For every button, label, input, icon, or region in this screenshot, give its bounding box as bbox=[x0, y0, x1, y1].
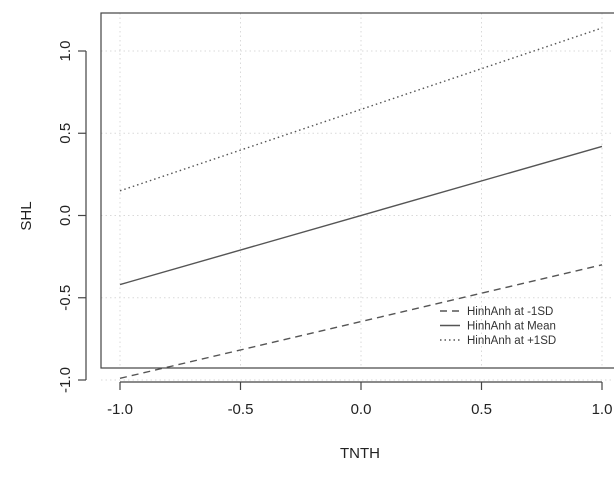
x-axis: -1.0 -0.5 0.0 0.5 1.0 bbox=[107, 381, 613, 418]
y-tick-label: -0.5 bbox=[57, 285, 74, 311]
legend-label: HinhAnh at -1SD bbox=[467, 306, 553, 318]
x-tick-label: -0.5 bbox=[228, 401, 254, 418]
y-tick-label: 1.0 bbox=[57, 41, 74, 62]
x-axis-label: TNTH bbox=[340, 445, 380, 462]
x-tick-label: 0.5 bbox=[471, 401, 492, 418]
y-axis-label: SHL bbox=[18, 201, 35, 230]
y-tick-label: 0.5 bbox=[57, 123, 74, 144]
x-tick-label: -1.0 bbox=[107, 401, 133, 418]
x-tick-label: 1.0 bbox=[592, 401, 613, 418]
grid bbox=[101, 13, 614, 381]
series-line-3 bbox=[119, 27, 603, 192]
legend-label: HinhAnh at +1SD bbox=[467, 335, 556, 347]
y-tick-label: -1.0 bbox=[57, 367, 74, 393]
legend-label: HinhAnh at Mean bbox=[467, 321, 556, 333]
x-tick-label: 0.0 bbox=[351, 401, 372, 418]
series-line-2 bbox=[119, 145, 603, 286]
legend: HinhAnh at -1SD HinhAnh at Mean HinhAnh at… bbox=[440, 306, 556, 347]
series-lines bbox=[119, 27, 603, 380]
y-axis: -1.0 -0.5 0.0 0.5 1.0 bbox=[57, 41, 87, 393]
plot-area-border bbox=[100, 12, 614, 369]
series-line-1 bbox=[119, 264, 603, 380]
y-tick-label: 0.0 bbox=[57, 205, 74, 226]
